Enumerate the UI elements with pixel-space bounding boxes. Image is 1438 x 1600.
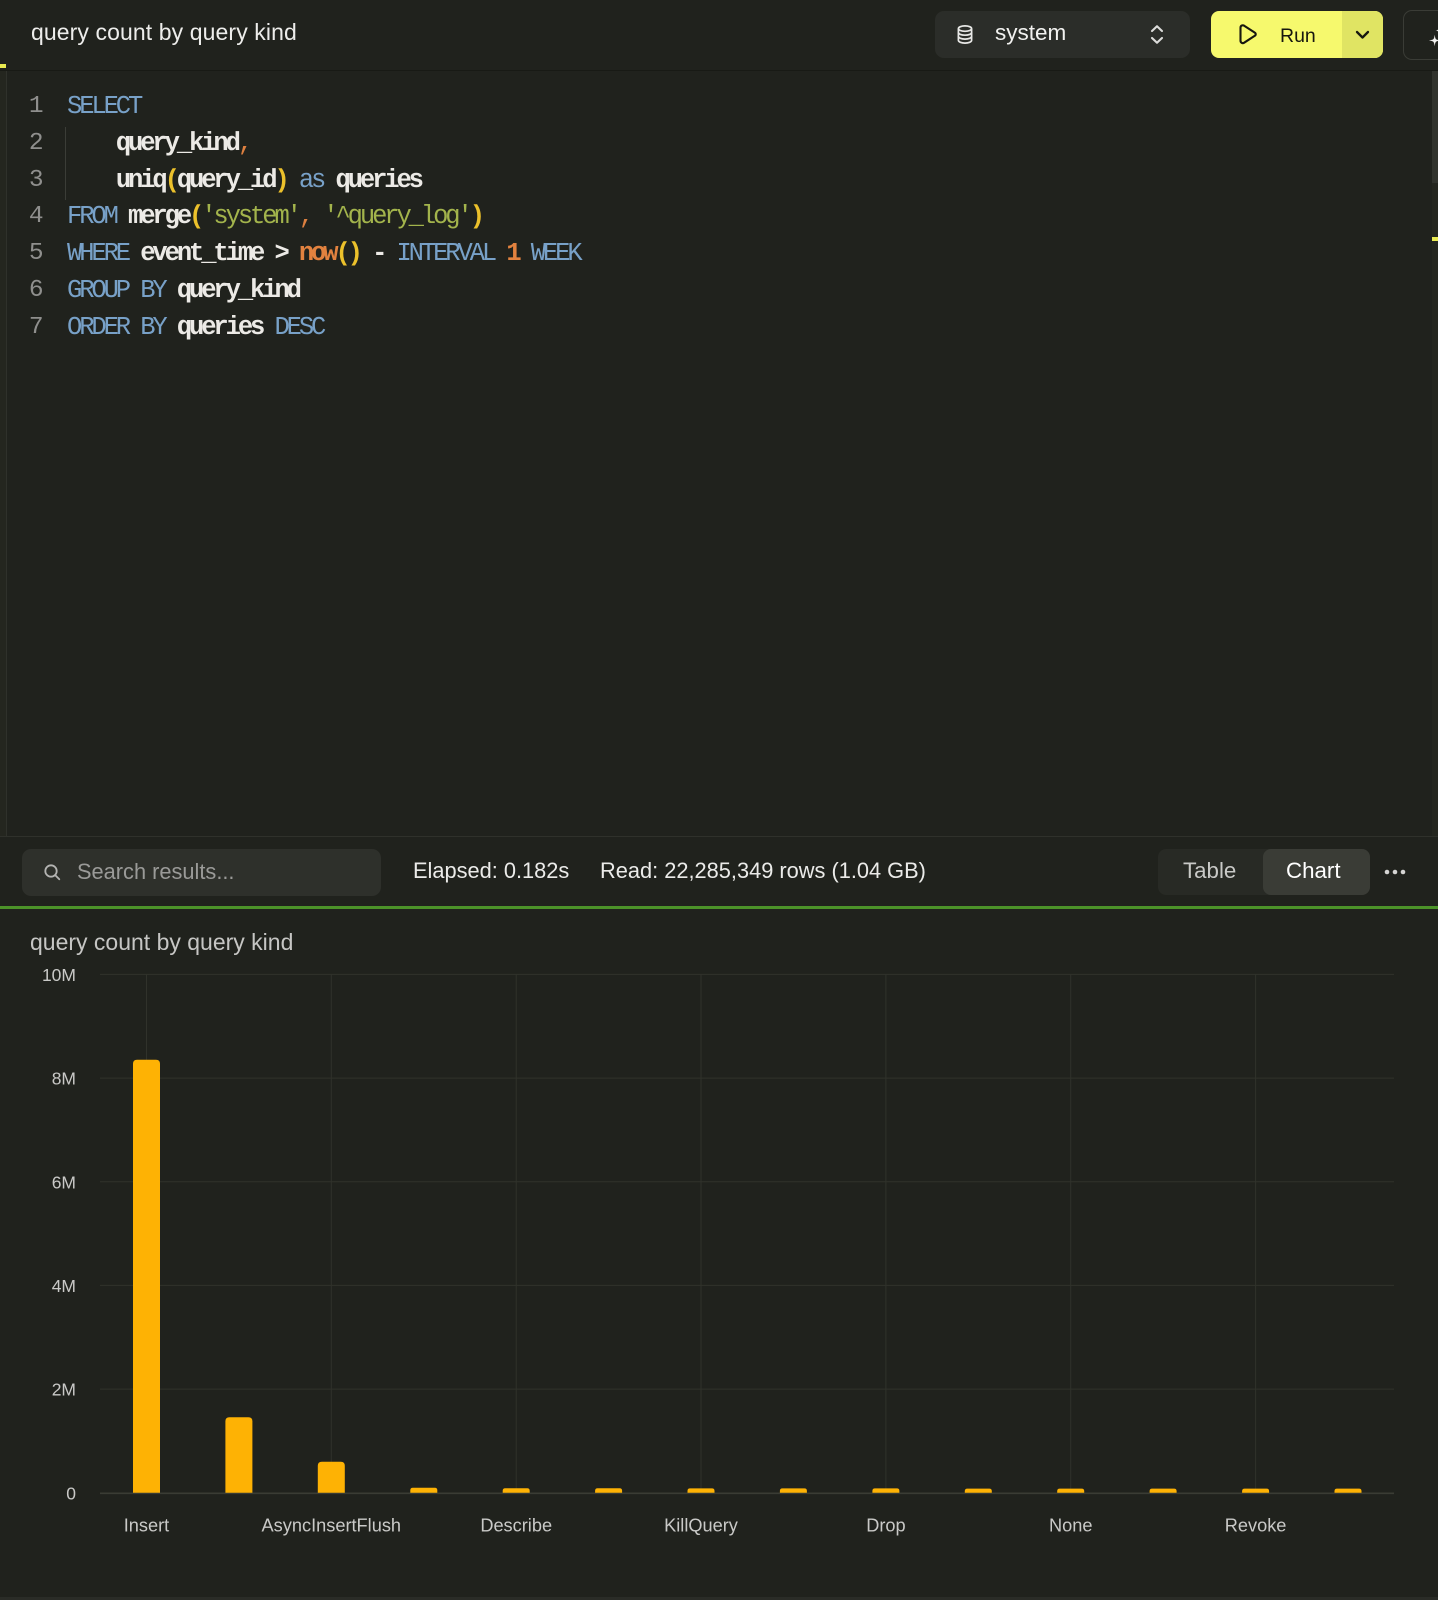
- svg-text:6M: 6M: [52, 1172, 76, 1192]
- svg-text:2M: 2M: [52, 1380, 76, 1400]
- svg-text:KillQuery: KillQuery: [664, 1516, 739, 1536]
- svg-text:Describe: Describe: [480, 1516, 552, 1536]
- svg-text:10M: 10M: [42, 965, 76, 985]
- svg-text:Insert: Insert: [124, 1516, 170, 1536]
- svg-text:Drop: Drop: [866, 1516, 905, 1536]
- svg-text:Revoke: Revoke: [1225, 1516, 1287, 1536]
- svg-text:None: None: [1049, 1516, 1092, 1536]
- svg-text:8M: 8M: [52, 1069, 76, 1089]
- svg-text:0: 0: [66, 1483, 76, 1503]
- svg-text:AsyncInsertFlush: AsyncInsertFlush: [262, 1516, 402, 1536]
- svg-text:4M: 4M: [52, 1276, 76, 1296]
